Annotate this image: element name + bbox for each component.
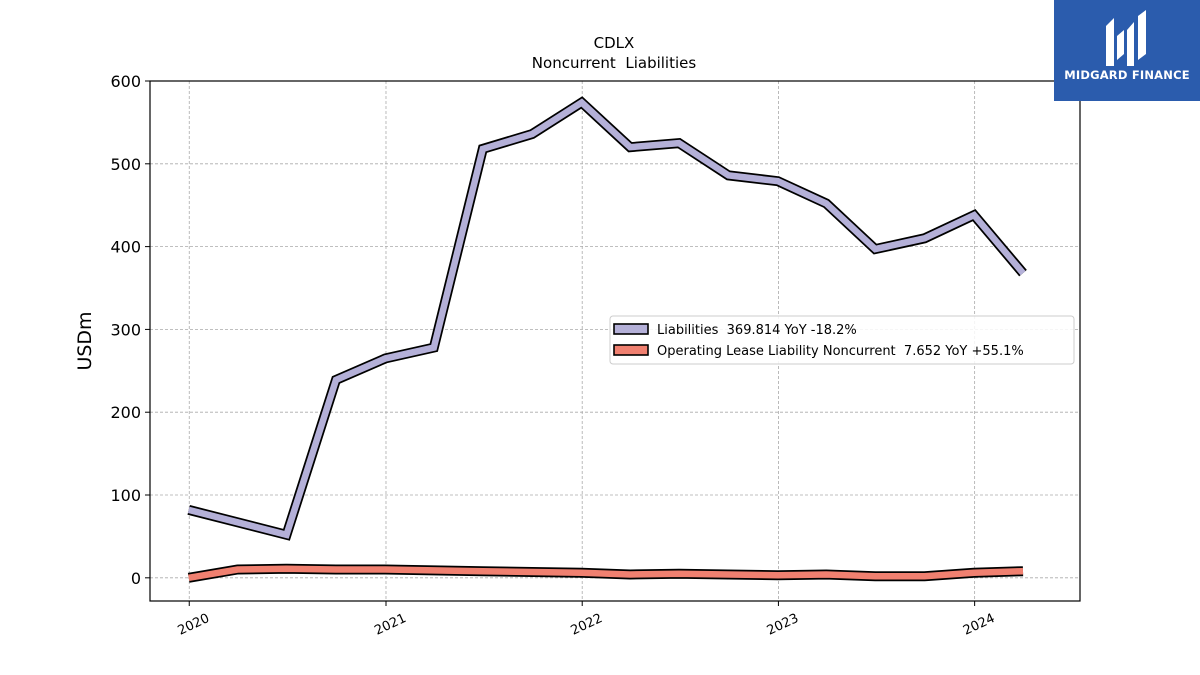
x-axis-ticks: 2020 2021 2022 2023 2024 — [176, 601, 997, 639]
legend-label-0: Liabilities 369.814 YoY -18.2% — [657, 323, 857, 338]
y-axis-label: USDm — [74, 311, 96, 370]
legend-box — [609, 315, 1075, 365]
y-tick-label: 0 — [131, 569, 141, 588]
y-tick-label: 600 — [110, 72, 141, 91]
chart-subtitle: Noncurrent Liabilities — [532, 54, 697, 72]
legend: Liabilities 369.814 YoY -18.2% Operating … — [609, 315, 1075, 365]
plot-frame — [149, 80, 1081, 602]
y-axis-ticks: 0 100 200 300 400 500 600 — [110, 72, 150, 588]
logo-mark-icon — [1106, 10, 1146, 66]
series-0-line — [187, 98, 1026, 539]
y-tick-label: 300 — [110, 320, 141, 339]
legend-label-1: Operating Lease Liability Noncurrent 7.6… — [657, 344, 1024, 359]
legend-swatch-1 — [613, 344, 649, 356]
series-layer — [187, 96, 1027, 583]
x-tick-label: 2020 — [176, 611, 212, 639]
x-tick-label: 2024 — [961, 611, 997, 639]
logo-text: MIDGARD FINANCE — [1064, 68, 1190, 82]
y-tick-label: 400 — [110, 238, 141, 257]
series-1-line — [188, 565, 1024, 582]
y-tick-label: 100 — [110, 486, 141, 505]
x-tick-label: 2021 — [372, 611, 408, 639]
legend-swatch-0 — [613, 323, 649, 335]
chart-title: CDLX — [594, 34, 635, 52]
midgard-finance-logo: MIDGARD FINANCE — [1054, 0, 1200, 101]
y-tick-label: 200 — [110, 403, 141, 422]
y-tick-label: 500 — [110, 155, 141, 174]
x-tick-label: 2022 — [569, 611, 605, 639]
x-tick-label: 2023 — [765, 611, 801, 639]
